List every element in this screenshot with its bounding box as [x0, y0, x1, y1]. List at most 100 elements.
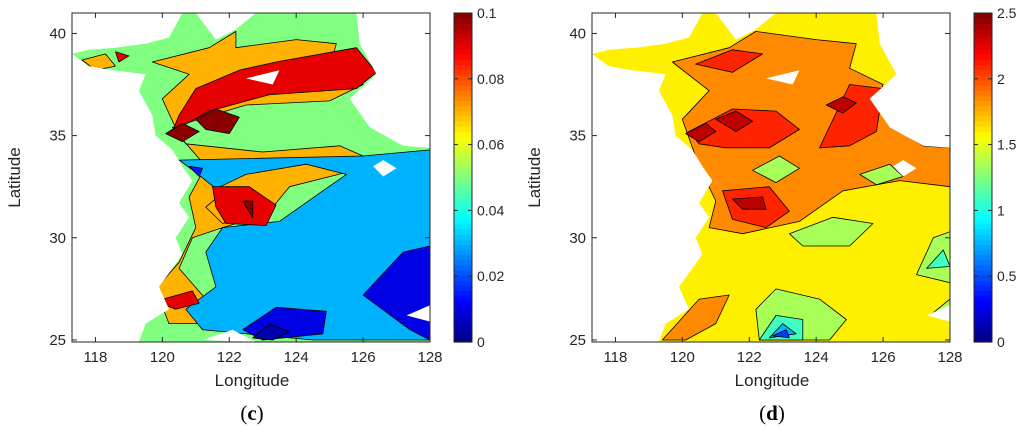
contour-region	[926, 249, 950, 269]
colorbar-swatch	[974, 105, 992, 112]
no-data-area	[869, 13, 950, 148]
colorbar-swatch	[974, 223, 992, 230]
y-axis-label: Latitude	[5, 147, 24, 208]
colorbar-swatch	[974, 146, 992, 153]
colorbar-swatch	[974, 74, 992, 81]
contour-region	[115, 51, 130, 63]
colorbar: 0 0.5 1 1.5 2 2.5	[973, 5, 1017, 350]
colorbar-tick-label: 0.08	[477, 71, 504, 87]
colorbar-tick-label: 2	[997, 71, 1005, 87]
colorbar-swatch	[454, 28, 472, 35]
colorbar-swatch	[454, 13, 472, 19]
colorbar-swatch	[454, 48, 472, 55]
colorbar-swatch	[974, 285, 992, 292]
colorbar-swatch	[974, 131, 992, 137]
colorbar-swatch	[454, 316, 472, 323]
colorbar-tick-label: 0	[477, 334, 485, 350]
colorbar-swatch	[454, 254, 472, 261]
x-tick-label: 122	[217, 349, 242, 366]
colorbar-swatch	[974, 275, 992, 281]
colorbar-swatch	[454, 234, 472, 240]
colorbar-swatch	[974, 156, 992, 163]
x-axis-label: Longitude	[215, 371, 290, 390]
colorbar-swatch	[454, 331, 472, 338]
colorbar-swatch	[974, 136, 992, 143]
colorbar-swatch	[974, 208, 992, 215]
contour-region	[252, 323, 290, 341]
colorbar-swatch	[974, 311, 992, 317]
y-tick-label: 40	[569, 25, 586, 42]
x-tick-label: 128	[417, 349, 442, 366]
contour-region	[242, 200, 254, 218]
colorbar-swatch	[974, 33, 992, 40]
colorbar-swatch	[974, 95, 992, 101]
colorbar-swatch	[454, 120, 472, 127]
colorbar-swatch	[974, 182, 992, 189]
colorbar-swatch	[454, 264, 472, 271]
x-tick-label: 124	[284, 349, 309, 366]
colorbar-swatch	[974, 167, 992, 173]
colorbar-swatch	[974, 306, 992, 312]
colorbar-swatch	[974, 13, 992, 19]
colorbar-swatch	[974, 28, 992, 35]
contour-region	[916, 231, 950, 284]
colorbar-swatch	[454, 228, 472, 235]
colorbar-swatch	[974, 110, 992, 117]
colorbar-swatch	[974, 126, 992, 132]
colorbar-swatch	[974, 228, 992, 235]
colorbar-tick-label: 0.04	[477, 202, 504, 218]
colorbar-swatch	[974, 120, 992, 127]
colorbar-swatch	[454, 336, 472, 343]
colorbar: 0 0.02 0.04 0.06 0.08 0.1	[453, 5, 504, 350]
colorbar-swatch	[974, 203, 992, 209]
colorbar-swatch	[974, 192, 992, 199]
colorbar-swatch	[974, 254, 992, 261]
colorbar-swatch	[974, 331, 992, 338]
contour-region	[789, 216, 874, 247]
colorbar-swatch	[974, 336, 992, 343]
colorbar-swatch	[974, 59, 992, 66]
y-tick-label: 30	[49, 230, 66, 247]
colorbar-swatch	[974, 280, 992, 287]
contour-region	[715, 110, 753, 132]
colorbar-swatch	[454, 126, 472, 132]
colorbar-swatch	[454, 115, 472, 122]
no-data-area	[349, 13, 430, 148]
x-tick-label: 120	[150, 349, 175, 366]
colorbar-swatch	[454, 23, 472, 30]
contour-region	[171, 47, 377, 132]
axes-box	[71, 12, 431, 343]
colorbar-frame	[453, 12, 473, 343]
colorbar-tick-label: 0	[997, 334, 1005, 350]
colorbar-swatch	[454, 213, 472, 220]
colorbar-swatch	[454, 208, 472, 215]
no-data-area	[72, 53, 193, 342]
colorbar-swatch	[974, 259, 992, 266]
colorbar-swatch	[454, 54, 472, 60]
no-data-area	[766, 70, 800, 85]
no-data-area	[202, 329, 256, 342]
axes-box	[591, 12, 951, 343]
colorbar-swatch	[974, 23, 992, 30]
colorbar-swatch	[974, 18, 992, 24]
y-tick-label: 40	[49, 25, 66, 42]
colorbar-swatch	[454, 172, 472, 179]
colorbar-swatch	[454, 79, 472, 86]
colorbar-swatch	[454, 187, 472, 194]
plot-area	[592, 13, 950, 342]
colorbar-swatch	[454, 151, 472, 158]
colorbar-swatch	[974, 213, 992, 220]
panel-c: 118 120 122 124 126 128 25 30 35 40 Longitude Latit…	[5, 5, 504, 425]
colorbar-swatch	[974, 316, 992, 323]
colorbar-swatch	[974, 151, 992, 158]
colorbar-frame	[973, 12, 993, 343]
colorbar-tick-label: 0.5	[997, 268, 1017, 284]
colorbar-swatch	[454, 136, 472, 143]
colorbar-swatch	[454, 285, 472, 292]
colorbar-swatch	[454, 326, 472, 333]
no-data-area	[373, 160, 397, 177]
no-data-area	[195, 13, 256, 40]
colorbar-swatch	[454, 275, 472, 281]
colorbar-swatch	[454, 295, 472, 302]
